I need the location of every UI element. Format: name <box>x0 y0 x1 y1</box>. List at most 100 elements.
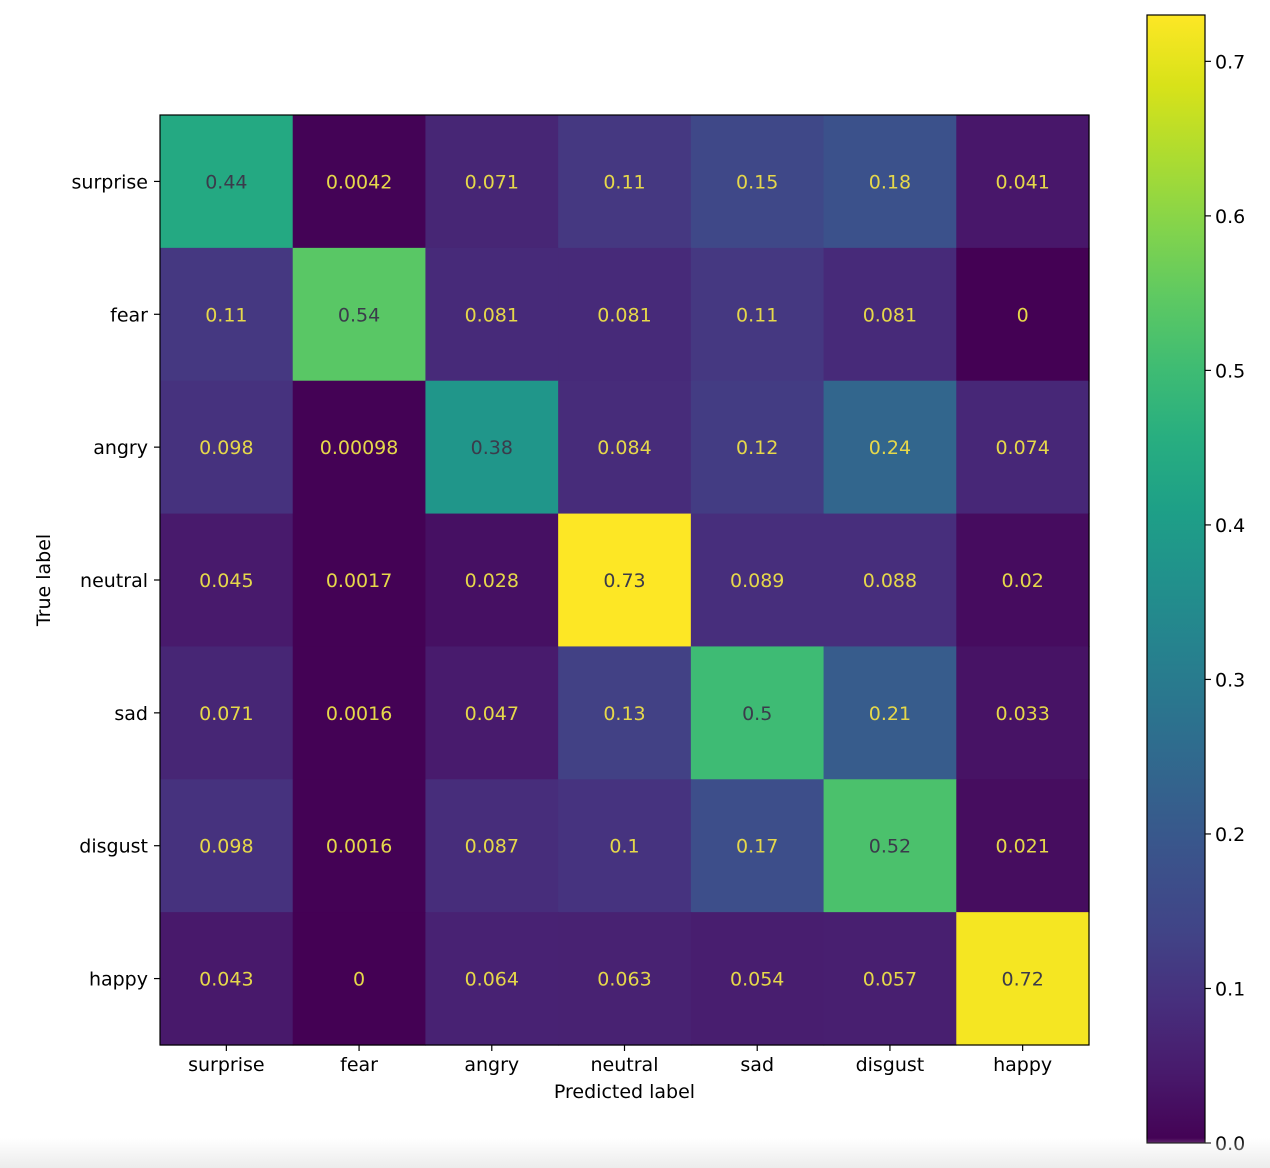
heatmap-cell <box>690 912 825 1046</box>
heatmap-cell <box>160 513 294 648</box>
heatmap-cell <box>425 247 559 382</box>
heatmap-cell <box>292 247 427 382</box>
colorbar-tick-label: 0.1 <box>1215 978 1245 1000</box>
cell-value-label: 0 <box>353 969 365 991</box>
colorbar-tick-label: 0.5 <box>1215 360 1245 382</box>
heatmap-cell <box>425 380 559 515</box>
y-tick-label: disgust <box>79 836 148 858</box>
cell-value-label: 0.0016 <box>326 703 392 725</box>
heatmap-cell <box>425 513 559 648</box>
cell-value-label: 0.081 <box>863 304 917 326</box>
heatmap-cell <box>823 115 957 249</box>
heatmap-cell <box>292 779 427 913</box>
heatmap-cell <box>558 779 692 913</box>
cell-value-label: 0.1 <box>609 836 639 858</box>
heatmap-cell <box>558 380 692 515</box>
heatmap-cell <box>690 779 825 913</box>
cell-value-label: 0.047 <box>465 703 519 725</box>
colorbar-tick-label: 0.3 <box>1215 669 1245 691</box>
heatmap-cell <box>160 779 294 913</box>
y-tick-label: neutral <box>80 570 148 592</box>
cell-value-label: 0.041 <box>995 171 1049 193</box>
cell-value-label: 0.5 <box>742 703 772 725</box>
cell-value-label: 0.0017 <box>326 570 392 592</box>
heatmap-cell <box>160 912 294 1046</box>
heatmap-cell <box>425 646 559 780</box>
cell-value-label: 0 <box>1017 304 1029 326</box>
cell-value-label: 0.074 <box>995 437 1049 459</box>
cell-value-label: 0.057 <box>863 969 917 991</box>
cell-value-label: 0.071 <box>465 171 519 193</box>
cell-value-label: 0.00098 <box>320 437 399 459</box>
cell-value-label: 0.18 <box>869 171 911 193</box>
colorbar <box>1146 14 1206 1144</box>
heatmap-cell <box>292 115 427 249</box>
x-axis-ticks: surprise fear angry neutral sad disgust happy <box>188 1045 1052 1076</box>
x-tick-label: fear <box>340 1054 378 1076</box>
cell-value-label: 0.028 <box>465 570 519 592</box>
heatmap-cells <box>160 115 1090 1046</box>
cell-value-label: 0.054 <box>730 969 784 991</box>
cell-value-label: 0.11 <box>205 304 247 326</box>
heatmap-cell <box>292 513 427 648</box>
cell-value-label: 0.0042 <box>326 171 392 193</box>
cell-value-label: 0.045 <box>199 570 253 592</box>
colorbar-tick-label: 0.7 <box>1215 51 1245 73</box>
y-tick-label: sad <box>114 703 148 725</box>
cell-value-label: 0.21 <box>869 703 911 725</box>
heatmap-cell <box>690 513 825 648</box>
cell-value-label: 0.11 <box>736 304 778 326</box>
x-tick-label: happy <box>993 1054 1052 1076</box>
heatmap-cell <box>690 380 825 515</box>
cell-value-label: 0.52 <box>869 836 911 858</box>
cell-value-label: 0.063 <box>597 969 651 991</box>
heatmap-cell <box>558 513 692 648</box>
colorbar-tick-label: 0.0 <box>1215 1133 1245 1155</box>
heatmap-cell <box>292 380 427 515</box>
cell-value-label: 0.043 <box>199 969 253 991</box>
heatmap-cell <box>558 247 692 382</box>
heatmap-cell <box>823 646 957 780</box>
cell-value-label: 0.17 <box>736 836 778 858</box>
cell-value-label: 0.02 <box>1001 570 1043 592</box>
heatmap-cell <box>956 247 1090 382</box>
heatmap-cell <box>823 779 957 913</box>
cell-value-label: 0.72 <box>1001 969 1043 991</box>
cell-value-label: 0.13 <box>603 703 645 725</box>
heatmap-cell <box>160 115 294 249</box>
x-tick-label: neutral <box>591 1054 659 1076</box>
cell-value-label: 0.098 <box>199 437 253 459</box>
heatmap-cell <box>823 912 957 1046</box>
heatmap-cell <box>823 513 957 648</box>
colorbar-tick-label: 0.2 <box>1215 824 1245 846</box>
heatmap-cell <box>425 779 559 913</box>
cell-value-label: 0.088 <box>863 570 917 592</box>
heatmap-cell <box>292 646 427 780</box>
heatmap-cell <box>823 380 957 515</box>
heatmap-cell <box>558 912 692 1046</box>
heatmap-cell <box>425 912 559 1046</box>
cell-value-label: 0.38 <box>471 437 513 459</box>
colorbar-ticks: 0.0 0.1 0.2 0.3 0.4 0.5 0.6 0.7 <box>1205 51 1245 1155</box>
heatmap-cell <box>425 115 559 249</box>
cell-value-label: 0.12 <box>736 437 778 459</box>
heatmap-cell <box>558 646 692 780</box>
cell-value-label: 0.021 <box>995 836 1049 858</box>
cell-value-label: 0.033 <box>995 703 1049 725</box>
heatmap-cell-labels: 0.44 0.0042 0.071 0.11 0.15 0.18 0.041 0.11 0.54… <box>199 171 1050 990</box>
x-tick-label: disgust <box>856 1054 925 1076</box>
x-tick-label: angry <box>464 1054 519 1076</box>
heatmap-cell <box>956 513 1090 648</box>
x-tick-label: surprise <box>188 1054 265 1076</box>
y-axis-ticks: surprise fear angry neutral sad disgust happy <box>72 171 160 991</box>
cell-value-label: 0.54 <box>338 304 380 326</box>
heatmap-cell <box>956 646 1090 780</box>
cell-value-label: 0.081 <box>465 304 519 326</box>
cell-value-label: 0.087 <box>465 836 519 858</box>
cell-value-label: 0.73 <box>603 570 645 592</box>
heatmap-cell <box>823 247 957 382</box>
cell-value-label: 0.11 <box>603 171 645 193</box>
heatmap-cell <box>956 115 1090 249</box>
cell-value-label: 0.089 <box>730 570 784 592</box>
